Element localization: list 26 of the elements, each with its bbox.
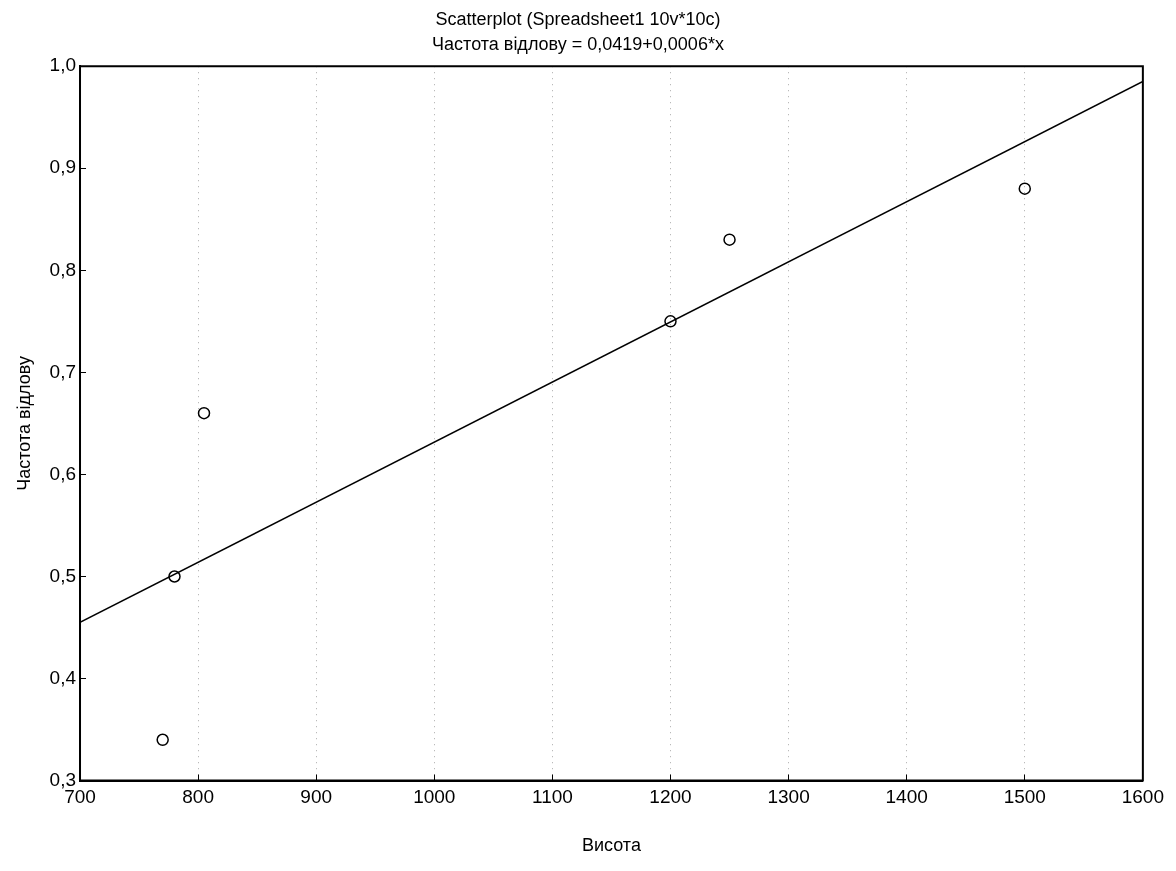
point — [1018, 182, 1032, 195]
x-tick-label: 900 — [300, 786, 333, 808]
point — [664, 315, 677, 328]
x-tick-label: 1500 — [1003, 786, 1046, 808]
x-tick-label: 1000 — [413, 786, 456, 808]
y-tick-label: 0,6 — [49, 462, 77, 484]
point — [168, 570, 181, 583]
chart-title: Scatterplot (Spreadsheet1 10v*10c) — [435, 8, 721, 29]
y-tick-label: 0,4 — [49, 666, 77, 688]
y-axis-title: Частота відлову — [13, 356, 34, 491]
point — [723, 233, 736, 246]
x-axis-title: Висота — [581, 835, 642, 856]
y-tick-label: 1,0 — [49, 54, 77, 76]
y-tick-label: 0,5 — [49, 564, 77, 586]
x-tick-label: 1600 — [1121, 786, 1165, 808]
point — [156, 733, 169, 747]
y-tick-label: 0,9 — [49, 156, 77, 178]
x-tick-label: 1300 — [767, 786, 810, 808]
x-tick-label: 1100 — [531, 786, 573, 808]
x-tick-label: 1400 — [885, 786, 928, 808]
x-tick-label: 1200 — [649, 786, 692, 808]
x-tick-label: 800 — [182, 786, 214, 808]
point — [197, 406, 211, 420]
y-tick-label: 0,8 — [49, 258, 77, 280]
chart-subtitle: Частота відлову = 0,0419+0,0006*x — [432, 34, 724, 55]
y-tick-label: 0,7 — [49, 360, 77, 382]
